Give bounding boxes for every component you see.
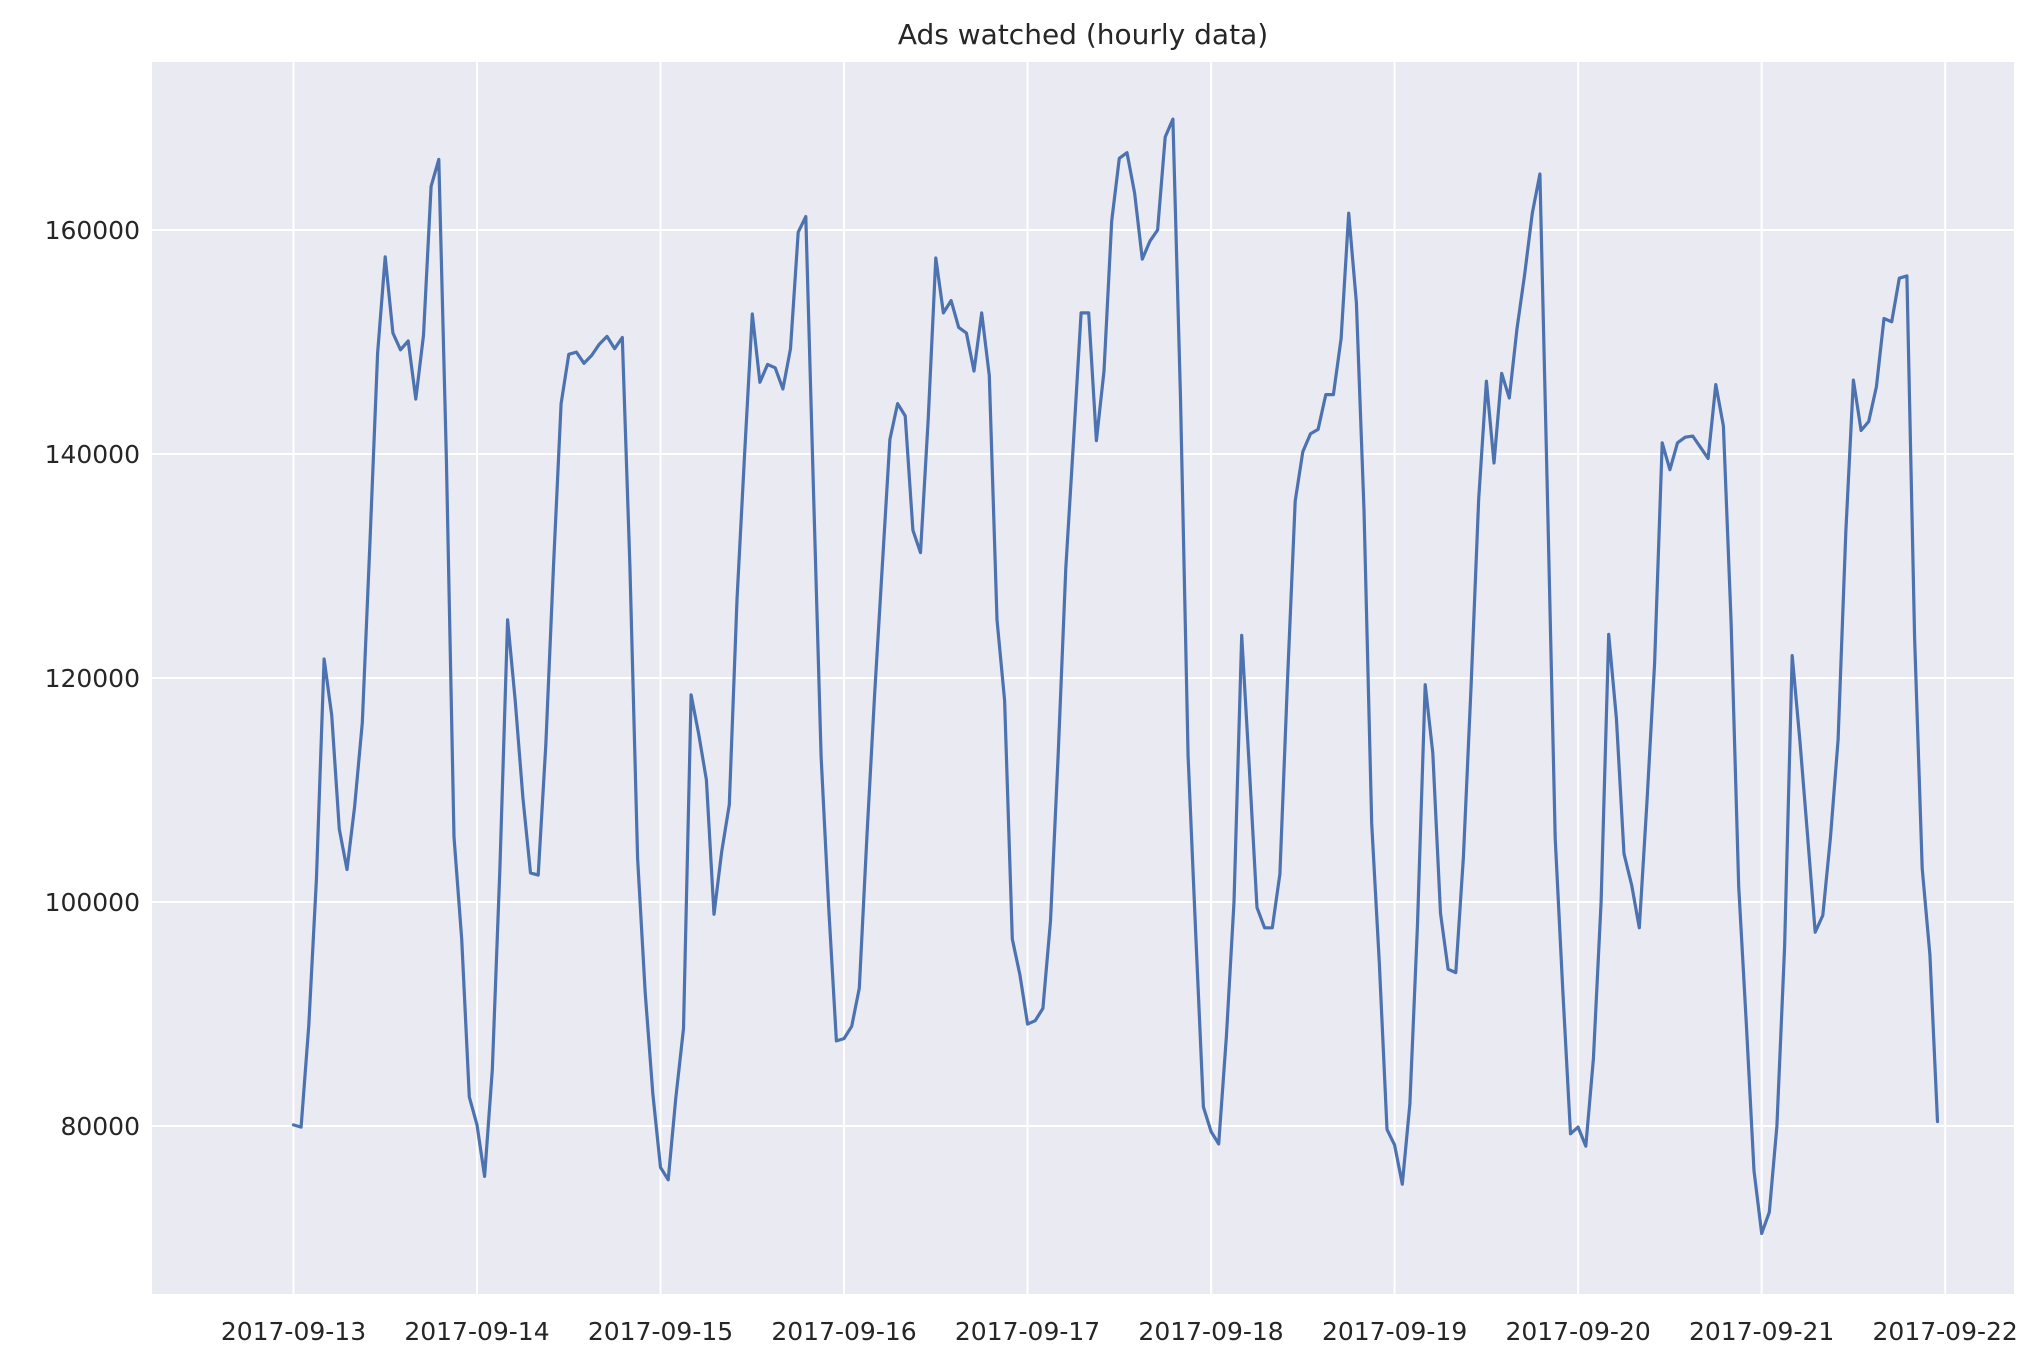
x-tick-label: 2017-09-15 [588,1317,733,1346]
x-tick-label: 2017-09-16 [771,1317,916,1346]
y-tick-label: 140000 [45,440,140,469]
series-line [291,117,1940,1236]
series-layer [291,117,1940,1236]
y-tick-label: 100000 [45,888,140,917]
x-tick-label: 2017-09-14 [404,1317,549,1346]
x-tick-label: 2017-09-21 [1689,1317,1834,1346]
x-tick-label: 2017-09-17 [955,1317,1100,1346]
x-tick-label: 2017-09-22 [1873,1317,2018,1346]
x-tick-label: 2017-09-19 [1322,1317,1467,1346]
y-tick-label: 160000 [45,216,140,245]
x-tick-label: 2017-09-13 [221,1317,366,1346]
x-axis-ticks: 2017-09-13 2017-09-14 2017-09-15 2017-09-16… [221,1317,2018,1346]
y-axis-ticks: 80000 100000 120000 140000 160000 [45,216,140,1141]
x-tick-label: 2017-09-18 [1138,1317,1283,1346]
y-tick-label: 120000 [45,664,140,693]
y-tick-label: 80000 [60,1112,140,1141]
gridlines [152,62,2014,1294]
x-tick-label: 2017-09-20 [1505,1317,1650,1346]
chart-title: Ads watched (hourly data) [898,18,1268,51]
